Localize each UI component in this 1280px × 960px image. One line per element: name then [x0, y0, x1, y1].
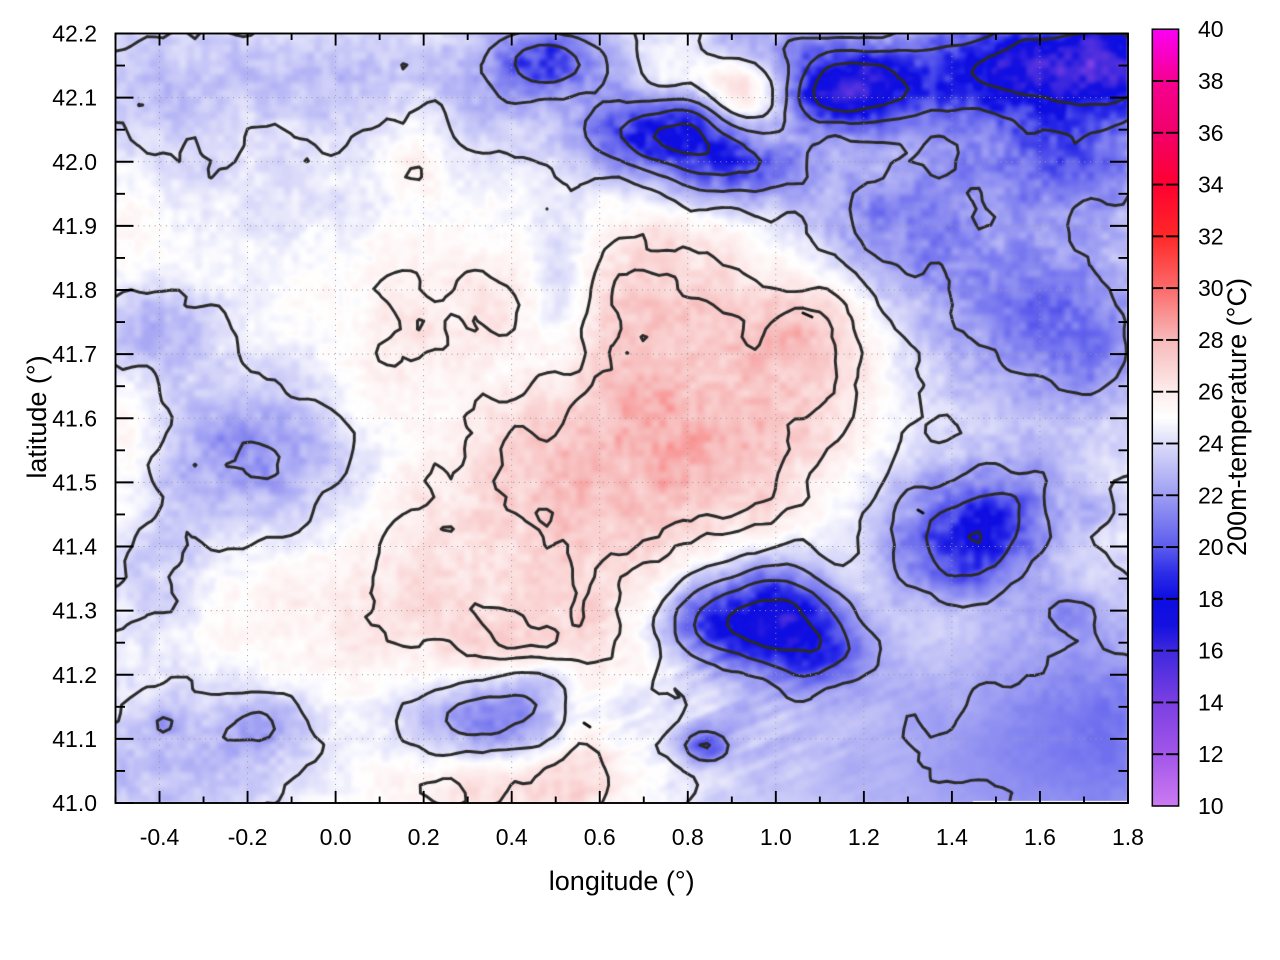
svg-text:41.8: 41.8 — [52, 277, 97, 303]
svg-text:1.4: 1.4 — [936, 824, 968, 850]
svg-text:longitude (°): longitude (°) — [549, 866, 695, 896]
svg-text:41.4: 41.4 — [52, 534, 97, 560]
svg-text:42.0: 42.0 — [52, 149, 97, 175]
svg-text:latitude (°): latitude (°) — [22, 355, 52, 478]
svg-text:-0.4: -0.4 — [140, 824, 180, 850]
svg-text:36: 36 — [1198, 120, 1224, 146]
svg-text:28: 28 — [1198, 327, 1224, 353]
svg-text:200m-temperature (°C): 200m-temperature (°C) — [1222, 278, 1252, 556]
svg-text:14: 14 — [1198, 689, 1224, 715]
svg-text:41.2: 41.2 — [52, 662, 97, 688]
svg-text:10: 10 — [1198, 793, 1224, 819]
svg-text:26: 26 — [1198, 379, 1224, 405]
svg-text:24: 24 — [1198, 430, 1224, 456]
svg-text:32: 32 — [1198, 223, 1224, 249]
svg-text:41.3: 41.3 — [52, 598, 97, 624]
svg-text:38: 38 — [1198, 68, 1224, 94]
svg-text:16: 16 — [1198, 638, 1224, 664]
svg-text:1.8: 1.8 — [1112, 824, 1144, 850]
svg-text:22: 22 — [1198, 482, 1224, 508]
svg-text:0.4: 0.4 — [496, 824, 528, 850]
svg-text:0.8: 0.8 — [672, 824, 704, 850]
svg-text:0.0: 0.0 — [320, 824, 352, 850]
svg-text:42.1: 42.1 — [52, 85, 97, 111]
svg-text:1.6: 1.6 — [1024, 824, 1056, 850]
svg-text:41.7: 41.7 — [52, 341, 97, 367]
svg-text:41.6: 41.6 — [52, 405, 97, 431]
svg-text:34: 34 — [1198, 172, 1224, 198]
svg-text:41.5: 41.5 — [52, 469, 97, 495]
svg-text:0.2: 0.2 — [408, 824, 440, 850]
svg-text:-0.2: -0.2 — [228, 824, 268, 850]
svg-text:0.6: 0.6 — [584, 824, 616, 850]
svg-text:1.0: 1.0 — [760, 824, 792, 850]
svg-text:18: 18 — [1198, 586, 1224, 612]
svg-text:12: 12 — [1198, 741, 1224, 767]
svg-text:42.2: 42.2 — [52, 21, 97, 47]
svg-text:1.2: 1.2 — [848, 824, 880, 850]
svg-text:41.1: 41.1 — [52, 726, 97, 752]
svg-text:20: 20 — [1198, 534, 1224, 560]
svg-text:30: 30 — [1198, 275, 1224, 301]
svg-text:41.9: 41.9 — [52, 213, 97, 239]
svg-text:40: 40 — [1198, 16, 1224, 42]
svg-text:41.0: 41.0 — [52, 790, 97, 816]
